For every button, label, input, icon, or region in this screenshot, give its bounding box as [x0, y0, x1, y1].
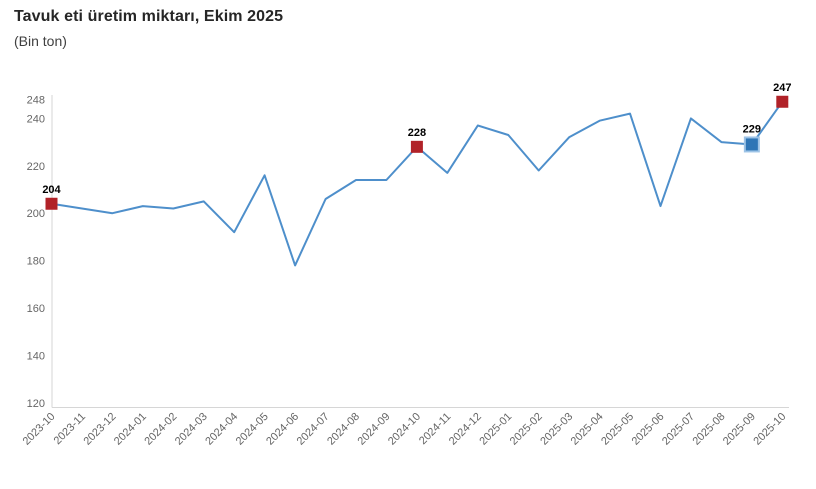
- x-tick-label: 2025-02: [508, 411, 545, 448]
- x-tick-label: 2025-05: [599, 411, 636, 448]
- x-tick-label: 2024-08: [325, 411, 362, 448]
- x-tick-label: 2023-10: [21, 411, 58, 448]
- x-tick-label: 2024-03: [173, 411, 210, 448]
- x-tick-label: 2025-01: [477, 411, 514, 448]
- x-tick-label: 2024-06: [264, 411, 301, 448]
- y-tick-label: 240: [27, 113, 45, 125]
- x-tick-label: 2023-12: [81, 411, 118, 448]
- data-point-label: 229: [743, 123, 761, 135]
- x-tick-label: 2025-10: [751, 411, 788, 448]
- data-point-marker[interactable]: [776, 95, 789, 108]
- data-point-label: 228: [408, 127, 426, 139]
- chart-subtitle: (Bin ton): [14, 33, 67, 49]
- x-tick-label: 2024-01: [112, 411, 149, 448]
- x-tick-label: 2024-10: [386, 411, 423, 448]
- data-point-marker[interactable]: [410, 140, 423, 153]
- data-point-marker[interactable]: [743, 136, 760, 153]
- y-tick-label: 200: [27, 208, 45, 220]
- x-tick-label: 2025-06: [630, 411, 667, 448]
- data-point-marker[interactable]: [45, 197, 58, 210]
- y-tick-label: 220: [27, 161, 45, 173]
- y-tick-label: 180: [27, 256, 45, 268]
- x-tick-label: 2024-09: [356, 411, 393, 448]
- y-tick-label: 248: [27, 94, 45, 106]
- x-tick-label: 2025-03: [538, 411, 575, 448]
- x-tick-label: 2024-12: [447, 411, 484, 448]
- x-tick-label: 2024-07: [295, 411, 332, 448]
- y-tick-label: 120: [27, 398, 45, 410]
- chart-title: Tavuk eti üretim miktarı, Ekim 2025: [14, 8, 284, 25]
- x-tick-label: 2025-04: [569, 411, 606, 448]
- x-tick-label: 2025-08: [690, 411, 727, 448]
- data-point-label: 204: [42, 184, 61, 196]
- x-tick-label: 2024-02: [142, 411, 179, 448]
- y-tick-label: 160: [27, 303, 45, 315]
- x-tick-label: 2025-09: [721, 411, 758, 448]
- x-tick-label: 2025-07: [660, 411, 697, 448]
- x-tick-label: 2024-05: [234, 411, 271, 448]
- y-tick-label: 140: [27, 351, 45, 363]
- data-point-label: 247: [773, 82, 791, 94]
- x-tick-label: 2024-04: [203, 411, 240, 448]
